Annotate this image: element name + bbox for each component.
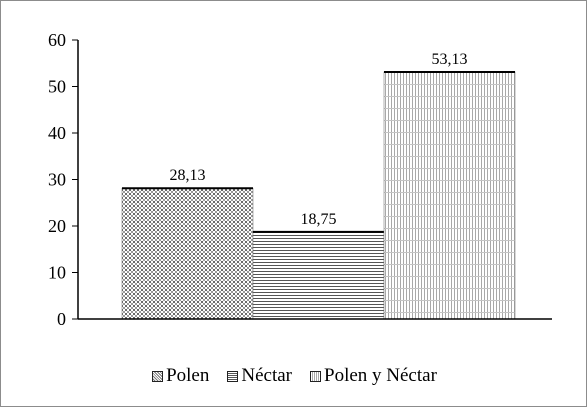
data-label: 53,13 [432, 51, 468, 68]
legend-item-nectar: Néctar [227, 365, 292, 387]
data-label: 18,75 [301, 211, 337, 228]
bar [121, 187, 254, 320]
legend-item-polen: Polen [152, 365, 209, 387]
y-tick-label: 20 [48, 216, 66, 236]
y-tick-label: 50 [48, 77, 66, 97]
y-tick-label: 60 [48, 30, 66, 50]
bar [252, 231, 385, 320]
y-tick-label: 40 [48, 123, 66, 143]
bar-chart: 0 10 20 30 40 50 60 28,13 18,75 53,13 [48, 30, 552, 329]
legend: Polen Néctar Polen y Néctar [1, 364, 587, 388]
legend-item-polen-y-nectar: Polen y Néctar [310, 365, 437, 387]
data-label: 28,13 [170, 167, 206, 184]
bar [383, 71, 516, 320]
y-tick-label: 10 [48, 263, 66, 283]
y-tick-label: 0 [57, 309, 66, 329]
legend-swatch-polen [152, 370, 164, 382]
legend-label-polen-y-nectar: Polen y Néctar [324, 365, 437, 386]
legend-label-polen: Polen [166, 365, 210, 386]
legend-swatch-polen-y-nectar [310, 370, 321, 382]
legend-swatch-nectar [227, 370, 239, 382]
y-tick-label: 30 [48, 170, 66, 190]
legend-label-nectar: Néctar [241, 365, 292, 386]
